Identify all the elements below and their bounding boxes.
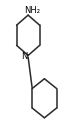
Text: NH₂: NH₂ [25, 6, 41, 15]
Text: N: N [21, 52, 27, 61]
